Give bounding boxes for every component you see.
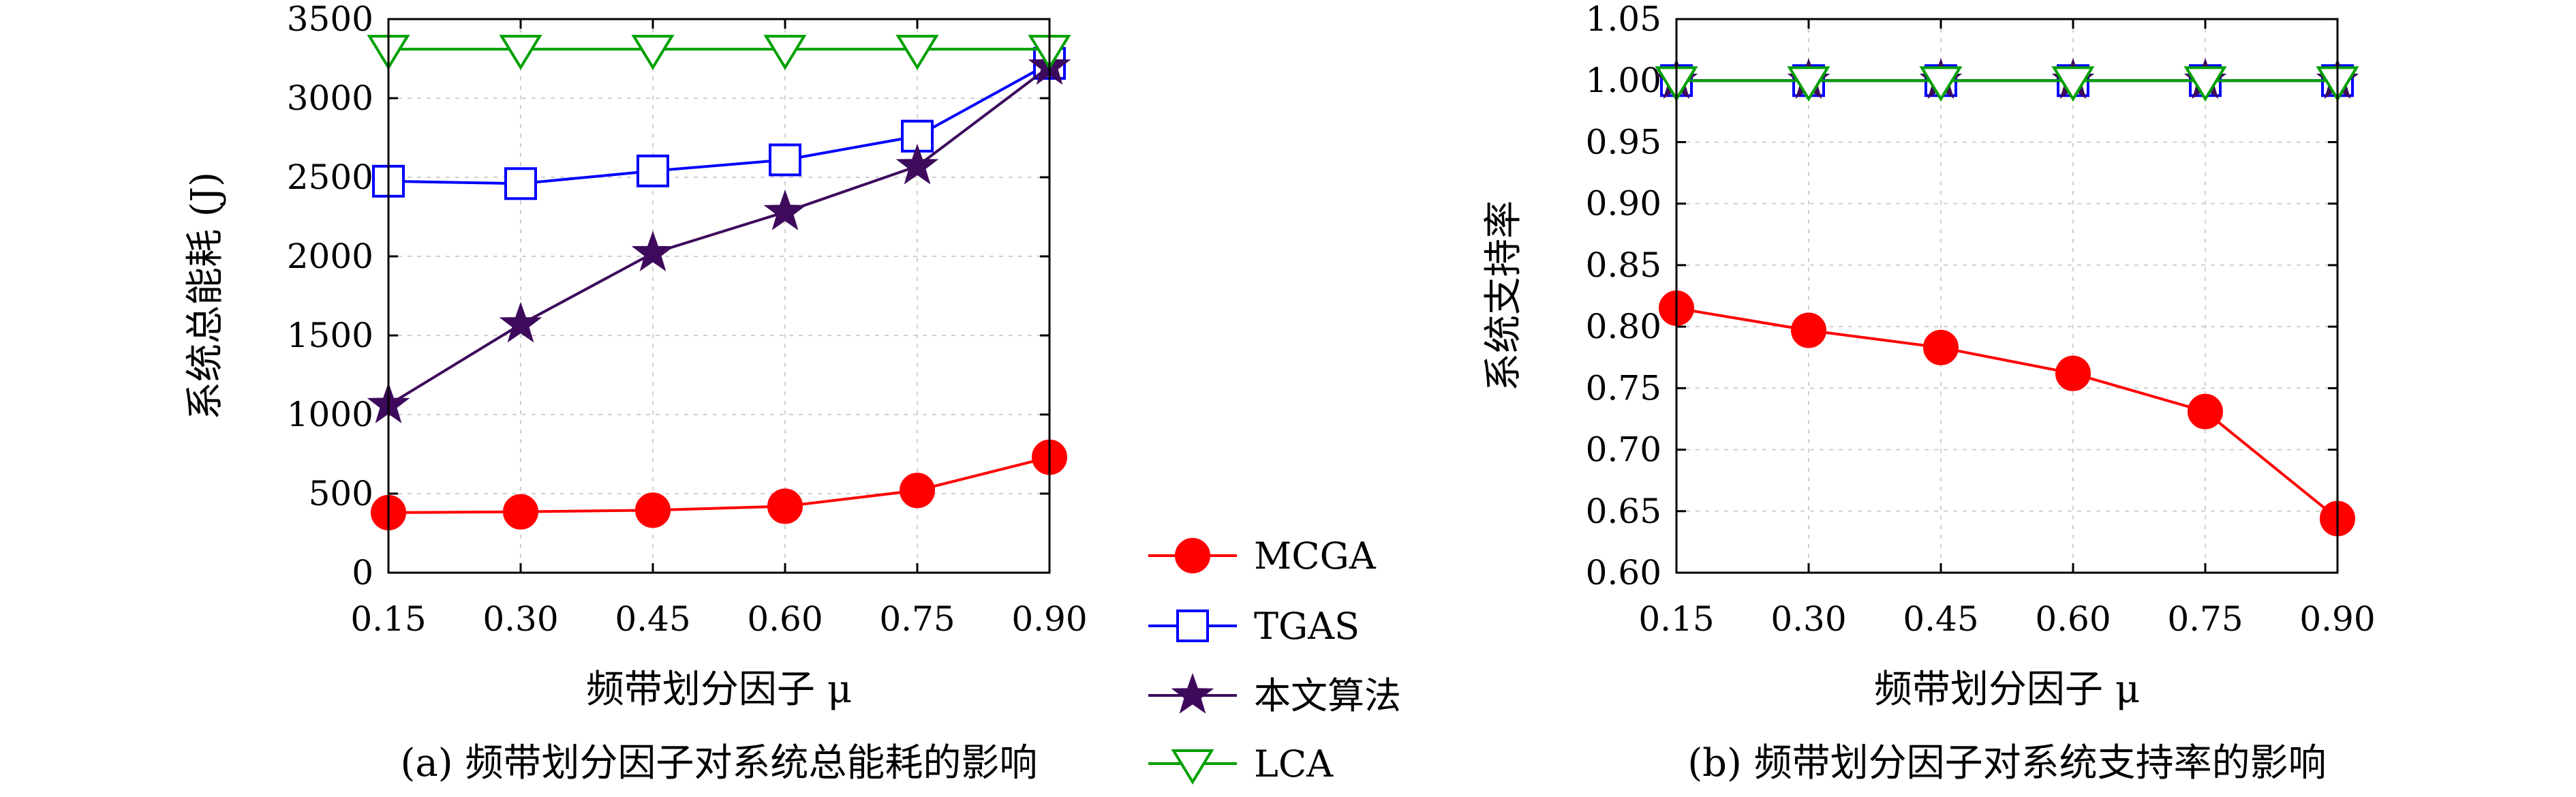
point-mcga <box>635 492 671 528</box>
point-lca <box>631 35 675 70</box>
y-tick-label: 0.60 <box>1586 553 1661 592</box>
y-tick-label: 1.00 <box>1586 61 1661 100</box>
legend-item-ours: 本文算法 <box>1148 672 1401 717</box>
legend-marker <box>1176 610 1209 642</box>
point-ours <box>895 143 939 185</box>
y-tick-label: 2500 <box>287 157 373 197</box>
x-tick-label: 0.15 <box>1638 599 1714 639</box>
legend-label: MCGA <box>1254 535 1377 577</box>
point-mcga <box>2055 355 2091 391</box>
legend-marker <box>1171 672 1214 714</box>
y-tick-label: 3500 <box>287 0 373 39</box>
y-tick-label: 0.65 <box>1586 492 1661 531</box>
plot-frame <box>387 18 1051 574</box>
point-lca <box>2183 66 2227 102</box>
x-tick-label: 0.30 <box>482 599 558 639</box>
x-tick-label: 0.75 <box>2167 599 2243 639</box>
chart-caption: (b) 频带划分因子对系统支持率的影响 <box>1687 741 2326 785</box>
x-axis-label: 频带划分因子 μ <box>586 667 852 712</box>
series-line-mcga <box>1676 307 2339 520</box>
y-tick-label: 0.75 <box>1586 368 1661 408</box>
legend-marker <box>1171 749 1214 785</box>
chart-caption: (a) 频带划分因子对系统总能耗的影响 <box>401 741 1038 785</box>
y-tick-label: 1500 <box>287 316 373 355</box>
point-ours <box>631 230 675 272</box>
plot-frame <box>1675 18 2339 574</box>
legend-label: 本文算法 <box>1254 674 1401 717</box>
y-tick-label: 0.95 <box>1586 122 1661 162</box>
point-tgas <box>769 143 801 177</box>
x-tick-label: 0.45 <box>1903 599 1978 639</box>
point-mcga <box>2188 393 2223 430</box>
x-tick-label: 0.75 <box>879 599 955 639</box>
point-mcga <box>767 488 803 524</box>
x-tick-label: 0.15 <box>350 599 426 639</box>
legend: MCGA TGAS 本文算法 LCA <box>1148 535 1401 785</box>
series-line-mcga <box>388 455 1050 514</box>
point-mcga <box>1923 329 1959 365</box>
y-tick-label: 500 <box>309 474 373 513</box>
series-line-ours <box>387 65 1051 406</box>
point-lca <box>1787 66 1830 102</box>
x-tick-label: 0.60 <box>747 599 823 639</box>
legend-item-tgas: TGAS <box>1148 605 1360 648</box>
point-lca <box>1919 66 1963 102</box>
point-lca <box>499 35 542 70</box>
x-tick-label: 0.45 <box>615 599 690 639</box>
legend-item-lca: LCA <box>1148 742 1334 785</box>
y-tick-label: 1.05 <box>1586 0 1661 39</box>
x-axis-label: 频带划分因子 μ <box>1874 667 2140 712</box>
point-ours <box>499 301 542 343</box>
y-tick-label: 0.80 <box>1586 307 1661 346</box>
legend-label: TGAS <box>1254 605 1360 648</box>
point-tgas <box>637 154 669 187</box>
series-line-tgas <box>388 62 1050 185</box>
chart-b-support-rate: 0.60 0.65 0.70 0.75 0.80 0.85 0.90 0.95 1.00 1.05… <box>1482 0 2376 785</box>
point-lca <box>763 35 807 70</box>
x-tick-label: 0.30 <box>1770 599 1846 639</box>
point-ours <box>763 189 807 230</box>
y-tick-label: 0 <box>352 553 373 592</box>
y-tick-label: 0.85 <box>1586 245 1661 285</box>
y-axis-label: 系统支持率 <box>1482 200 1526 391</box>
point-tgas <box>504 167 537 200</box>
y-tick-label: 0.70 <box>1586 430 1661 470</box>
point-mcga <box>1791 312 1826 348</box>
y-tick-label: 0.90 <box>1586 184 1661 224</box>
point-mcga <box>503 494 538 530</box>
x-tick-label: 0.90 <box>2299 599 2375 639</box>
chart-a-energy: 0 500 1000 1500 2000 2500 3000 3500 0.15 0.30 0.45… <box>183 0 1088 785</box>
legend-label: LCA <box>1254 742 1334 785</box>
point-lca <box>2051 66 2095 102</box>
x-tick-label: 0.60 <box>2035 599 2111 639</box>
legend-item-mcga: MCGA <box>1148 535 1377 577</box>
legend-marker <box>1175 538 1210 573</box>
y-axis-label: 系统总能耗 (J) <box>183 172 228 420</box>
y-tick-label: 2000 <box>287 237 373 276</box>
x-tick-label: 0.90 <box>1011 599 1087 639</box>
point-lca <box>895 35 939 70</box>
y-tick-label: 3000 <box>287 78 373 118</box>
y-tick-label: 1000 <box>287 395 373 434</box>
point-mcga <box>900 472 935 509</box>
